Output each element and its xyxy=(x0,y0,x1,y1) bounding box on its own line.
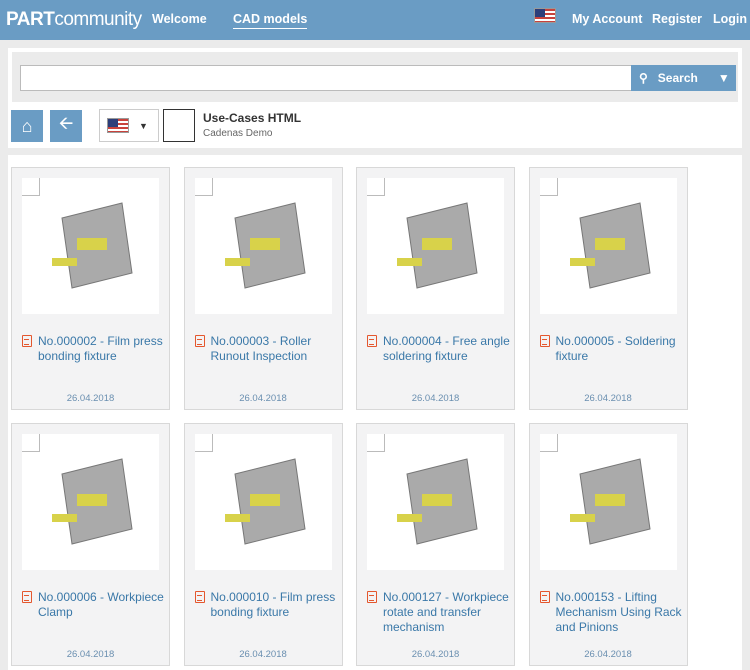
nav-cad-models[interactable]: CAD models xyxy=(233,12,308,29)
card-date: 26.04.2018 xyxy=(411,649,460,660)
result-card[interactable]: No.000003 - Roller Runout Inspection 26.… xyxy=(183,167,343,410)
catalog-mini-icon xyxy=(539,178,558,196)
search-area: ⚲ Search ▼ xyxy=(12,52,738,102)
results-grid: No.000002 - Film press bonding fixture 2… xyxy=(8,155,742,670)
back-button[interactable]: 🡨 xyxy=(50,110,82,142)
cad-model-image xyxy=(569,458,651,545)
cad-model-image xyxy=(397,458,478,545)
search-icon: ⚲ xyxy=(639,71,648,85)
cad-model-preview[interactable] xyxy=(194,178,332,314)
nav-my-account[interactable]: My Account xyxy=(572,12,643,26)
document-icon xyxy=(539,335,550,347)
card-date: 26.04.2018 xyxy=(239,393,287,404)
card-title[interactable]: No.000153 - Lifting Mechanism Using Rack… xyxy=(539,590,685,635)
card-date: 26.04.2018 xyxy=(66,393,115,404)
result-card[interactable]: No.000127 - Workpiece rotate and transfe… xyxy=(356,423,515,666)
us-flag-icon xyxy=(107,118,129,133)
catalog-mini-icon xyxy=(367,178,385,196)
cad-model-image xyxy=(569,202,651,289)
cad-model-image xyxy=(397,202,478,289)
card-title[interactable]: No.000005 - Soldering fixture xyxy=(539,334,685,364)
card-date: 26.04.2018 xyxy=(584,649,632,660)
result-card[interactable]: No.000006 - Workpiece Clamp 26.04.2018 xyxy=(11,423,170,666)
home-icon: ⌂ xyxy=(21,115,33,136)
card-date: 26.04.2018 xyxy=(239,649,287,660)
cad-model-preview[interactable] xyxy=(194,434,332,570)
chevron-down-icon[interactable]: ▼ xyxy=(717,71,730,85)
card-title[interactable]: No.000010 - Film press bonding fixture xyxy=(194,590,340,620)
card-date: 26.04.2018 xyxy=(66,649,115,660)
result-card[interactable]: No.000153 - Lifting Mechanism Using Rack… xyxy=(528,423,688,666)
catalog-mini-icon xyxy=(539,434,558,452)
logo[interactable]: PARTcommunity xyxy=(6,9,142,30)
card-title[interactable]: No.000006 - Workpiece Clamp xyxy=(22,590,167,620)
caret-down-icon: ▼ xyxy=(139,120,148,131)
card-title[interactable]: No.000004 - Free angle soldering fixture xyxy=(367,334,512,364)
cad-model-preview[interactable] xyxy=(367,434,504,570)
cad-model-preview[interactable] xyxy=(539,434,677,570)
language-select[interactable]: ▼ xyxy=(99,109,159,142)
catalog-mini-icon xyxy=(194,178,213,196)
card-title[interactable]: No.000003 - Roller Runout Inspection xyxy=(194,334,340,364)
document-icon xyxy=(194,335,205,347)
cad-model-image xyxy=(224,458,306,545)
document-icon xyxy=(22,335,32,347)
cad-model-image xyxy=(52,202,133,289)
catalog-title: Use-Cases HTML xyxy=(203,111,302,125)
cad-model-preview[interactable] xyxy=(367,178,504,314)
cad-model-image xyxy=(224,202,306,289)
result-card[interactable]: No.000002 - Film press bonding fixture 2… xyxy=(11,167,170,410)
search-button[interactable]: ⚲ Search ▼ xyxy=(631,65,736,91)
card-date: 26.04.2018 xyxy=(411,393,460,404)
catalog-mini-icon xyxy=(22,178,40,196)
home-button[interactable]: ⌂ xyxy=(11,110,43,142)
cad-model-preview[interactable] xyxy=(22,178,159,314)
nav-register[interactable]: Register xyxy=(652,12,703,26)
document-icon xyxy=(539,591,550,603)
result-card[interactable]: No.000005 - Soldering fixture 26.04.2018 xyxy=(528,167,688,410)
document-icon xyxy=(367,335,377,347)
card-date: 26.04.2018 xyxy=(584,393,632,404)
search-panel: ⚲ Search ▼ ⌂ 🡨 ▼ Use-Cases HTML Cadenas … xyxy=(8,48,742,148)
nav-login[interactable]: Login xyxy=(713,12,748,26)
catalog-mini-icon xyxy=(194,434,213,452)
card-title[interactable]: No.000002 - Film press bonding fixture xyxy=(22,334,167,364)
catalog-thumbnail xyxy=(163,109,195,142)
top-header: PARTcommunity Welcome CAD models My Acco… xyxy=(0,0,750,40)
search-input[interactable] xyxy=(20,65,634,91)
nav-welcome[interactable]: Welcome xyxy=(152,12,207,26)
cad-model-preview[interactable] xyxy=(22,434,159,570)
catalog-subtitle: Cadenas Demo xyxy=(203,128,273,139)
us-flag-icon[interactable] xyxy=(534,8,556,23)
document-icon xyxy=(367,591,377,603)
result-card[interactable]: No.000010 - Film press bonding fixture 2… xyxy=(183,423,343,666)
catalog-mini-icon xyxy=(367,434,385,452)
cad-model-preview[interactable] xyxy=(539,178,677,314)
arrow-left-icon: 🡨 xyxy=(58,113,74,133)
document-icon xyxy=(22,591,32,603)
document-icon xyxy=(194,591,205,603)
result-card[interactable]: No.000004 - Free angle soldering fixture… xyxy=(356,167,515,410)
cad-model-image xyxy=(52,458,133,545)
catalog-mini-icon xyxy=(22,434,40,452)
card-title[interactable]: No.000127 - Workpiece rotate and transfe… xyxy=(367,590,512,635)
